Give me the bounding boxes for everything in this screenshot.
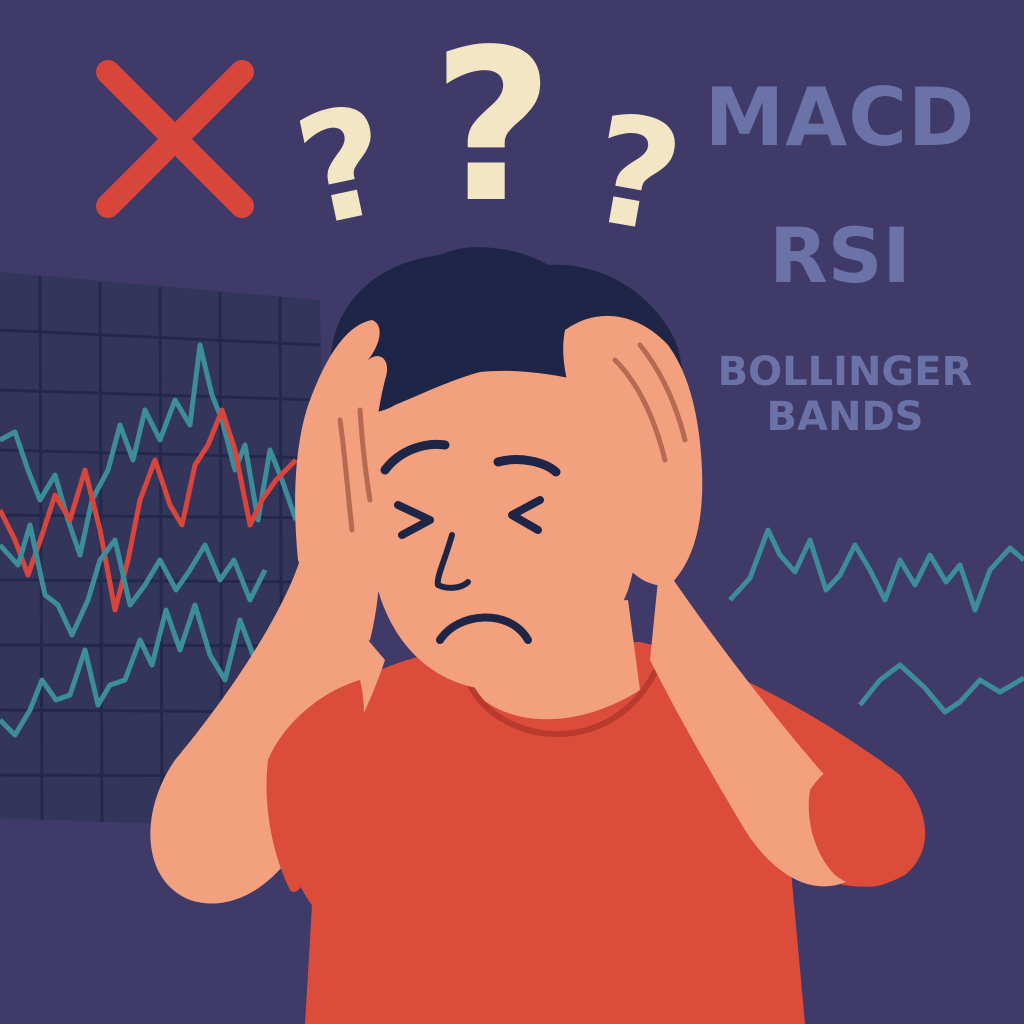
- right-sleeve: [808, 755, 918, 887]
- frown-mouth: [436, 613, 532, 644]
- indicator-label-macd: MACD: [704, 71, 976, 164]
- nose: [434, 532, 471, 591]
- question-mark-icon: ?: [432, 4, 554, 249]
- chart-line-teal-lower: [0, 602, 258, 738]
- right-eyebrow: [493, 455, 561, 477]
- chart-line-red: [0, 407, 298, 613]
- left-eye: [394, 501, 434, 539]
- right-chart-line-upper: [728, 527, 1024, 613]
- bollinger-line-1: BOLLINGER: [717, 349, 973, 395]
- right-eye: [508, 496, 544, 534]
- x-mark-icon: [96, 60, 254, 218]
- right-hand: [563, 315, 703, 586]
- right-chart-line-lower: [858, 662, 1024, 715]
- left-eyebrow: [380, 439, 450, 475]
- face: [356, 339, 641, 690]
- indicator-label-bollinger: BOLLINGER BANDS: [700, 350, 990, 440]
- left-sleeve: [266, 680, 364, 892]
- collar: [467, 669, 658, 737]
- chart-line-teal-upper: [0, 342, 299, 558]
- left-finger-lines: [337, 407, 373, 533]
- left-hand: [295, 320, 388, 642]
- right-finger-lines: [612, 342, 688, 463]
- confused-man: [150, 247, 926, 1024]
- bollinger-line-2: BANDS: [766, 393, 924, 440]
- chart-line-teal-middle: [0, 522, 268, 638]
- indicator-label-rsi: RSI: [769, 211, 911, 300]
- left-arm: [150, 560, 385, 904]
